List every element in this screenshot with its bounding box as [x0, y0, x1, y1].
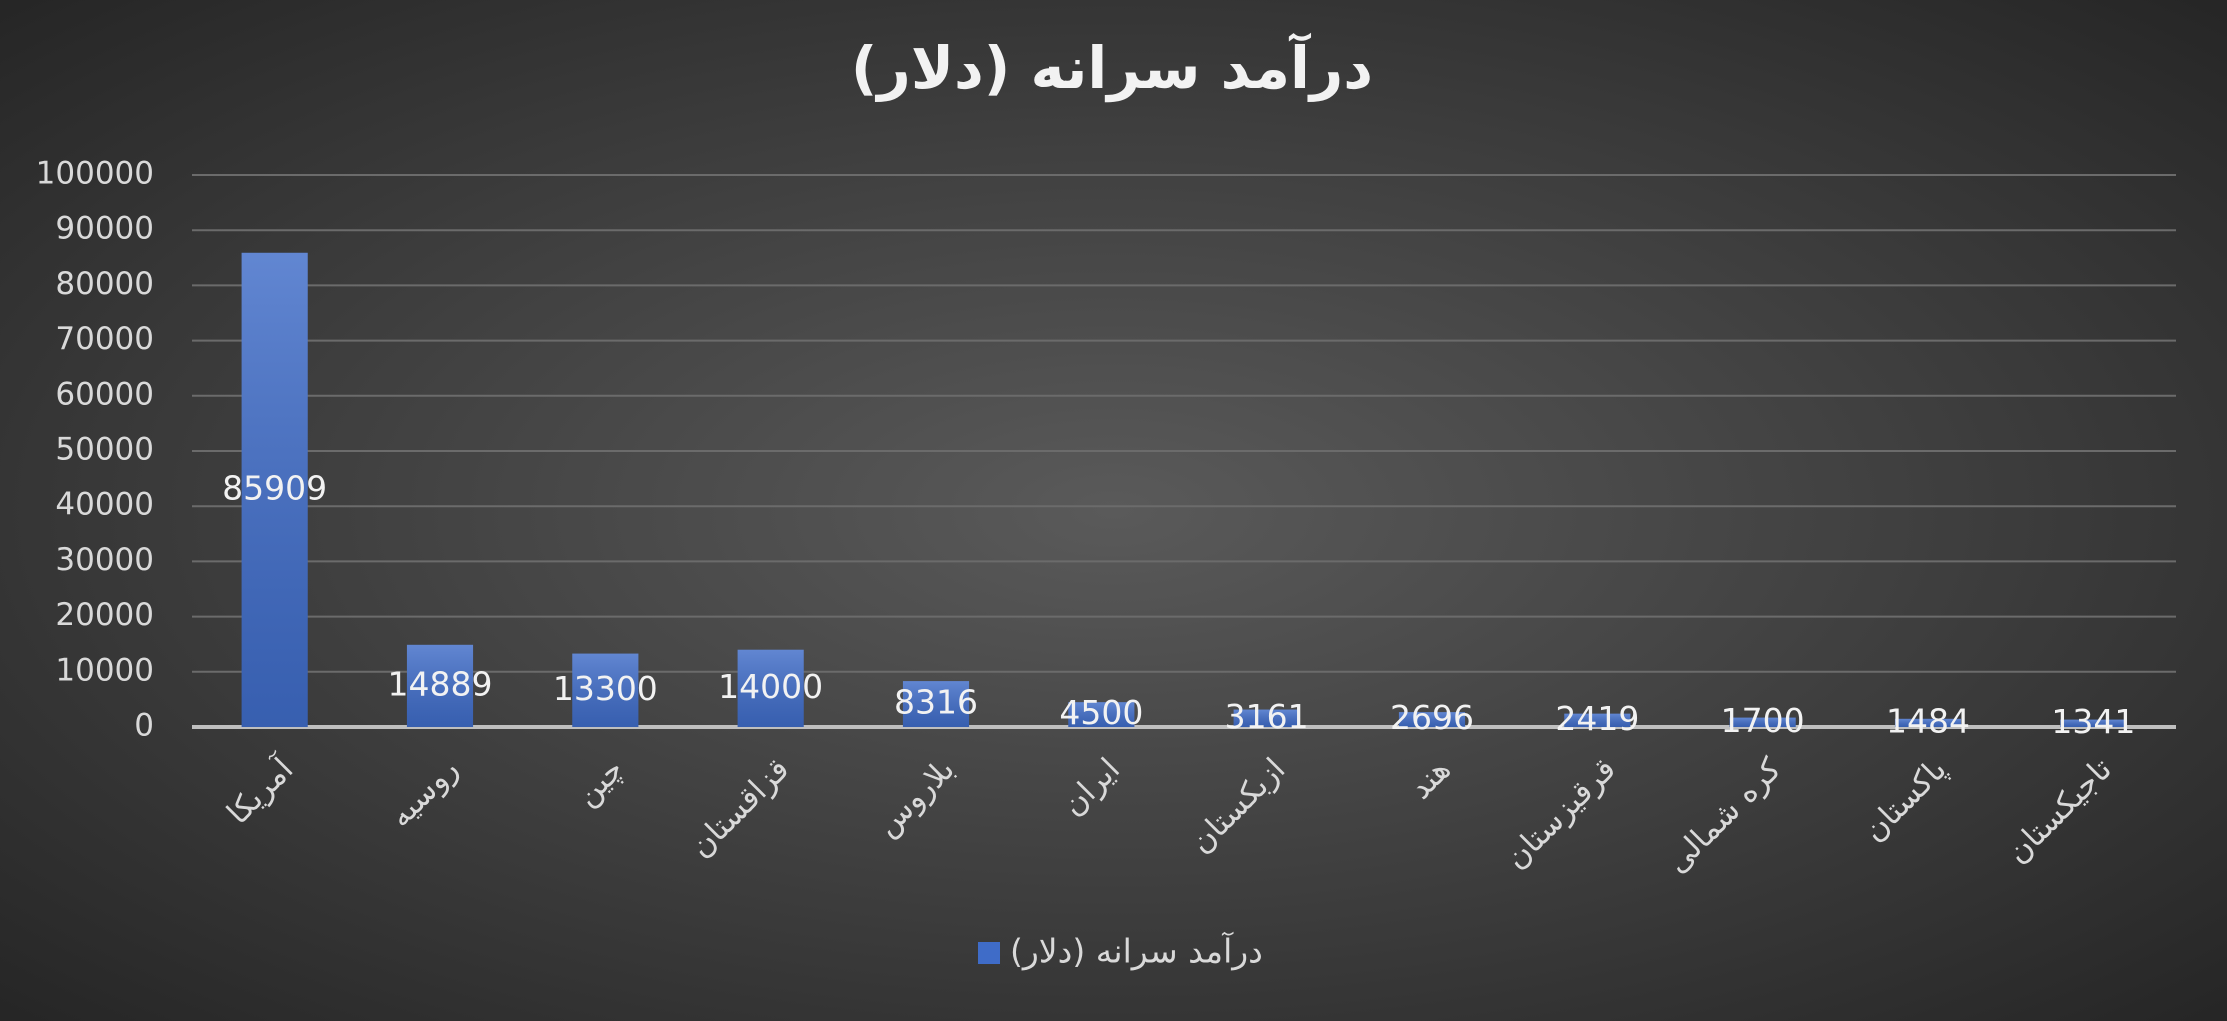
- legend-swatch: [978, 942, 1000, 964]
- y-tick-label: 50000: [55, 432, 154, 468]
- bar-shade: [1729, 717, 1796, 727]
- chart-title: درآمد سرانه (دلار): [851, 32, 1373, 103]
- data-label: 2696: [1390, 698, 1474, 737]
- legend-label: درآمد سرانه (دلار): [1010, 932, 1263, 971]
- data-label: 3161: [1225, 697, 1309, 736]
- data-label: 2419: [1555, 699, 1639, 738]
- bar-shade: [406, 644, 474, 727]
- y-tick-label: 0: [134, 708, 154, 744]
- y-tick-label: 40000: [55, 487, 154, 523]
- y-tick-label: 30000: [55, 542, 154, 578]
- y-tick-label: 70000: [55, 321, 154, 357]
- data-label: 1484: [1886, 701, 1970, 740]
- y-tick-label: 20000: [55, 597, 154, 633]
- bar-shade: [2060, 719, 2127, 727]
- bar-shade: [902, 681, 970, 727]
- y-tick-label: 80000: [55, 266, 154, 302]
- data-label: 1341: [2051, 702, 2135, 741]
- data-label: 4500: [1059, 693, 1143, 732]
- data-label: 14889: [388, 664, 493, 703]
- bar-shade: [241, 252, 308, 727]
- data-label: 1700: [1721, 701, 1805, 740]
- y-tick-label: 90000: [55, 211, 154, 247]
- bar-shade: [1233, 709, 1300, 727]
- y-tick-label: 10000: [55, 652, 154, 688]
- data-label: 85909: [222, 468, 327, 507]
- bar-shade: [1894, 718, 1962, 727]
- y-tick-label: 60000: [55, 376, 154, 412]
- bar-shade: [737, 649, 804, 727]
- bar-shade: [1398, 712, 1466, 727]
- data-label: 13300: [553, 669, 658, 708]
- data-label: 14000: [718, 667, 823, 706]
- bar-shade: [1564, 713, 1631, 727]
- bar-shade: [1068, 702, 1135, 727]
- data-label: 8316: [894, 683, 978, 722]
- y-tick-label: 100000: [36, 156, 154, 192]
- bar-shade: [572, 653, 639, 727]
